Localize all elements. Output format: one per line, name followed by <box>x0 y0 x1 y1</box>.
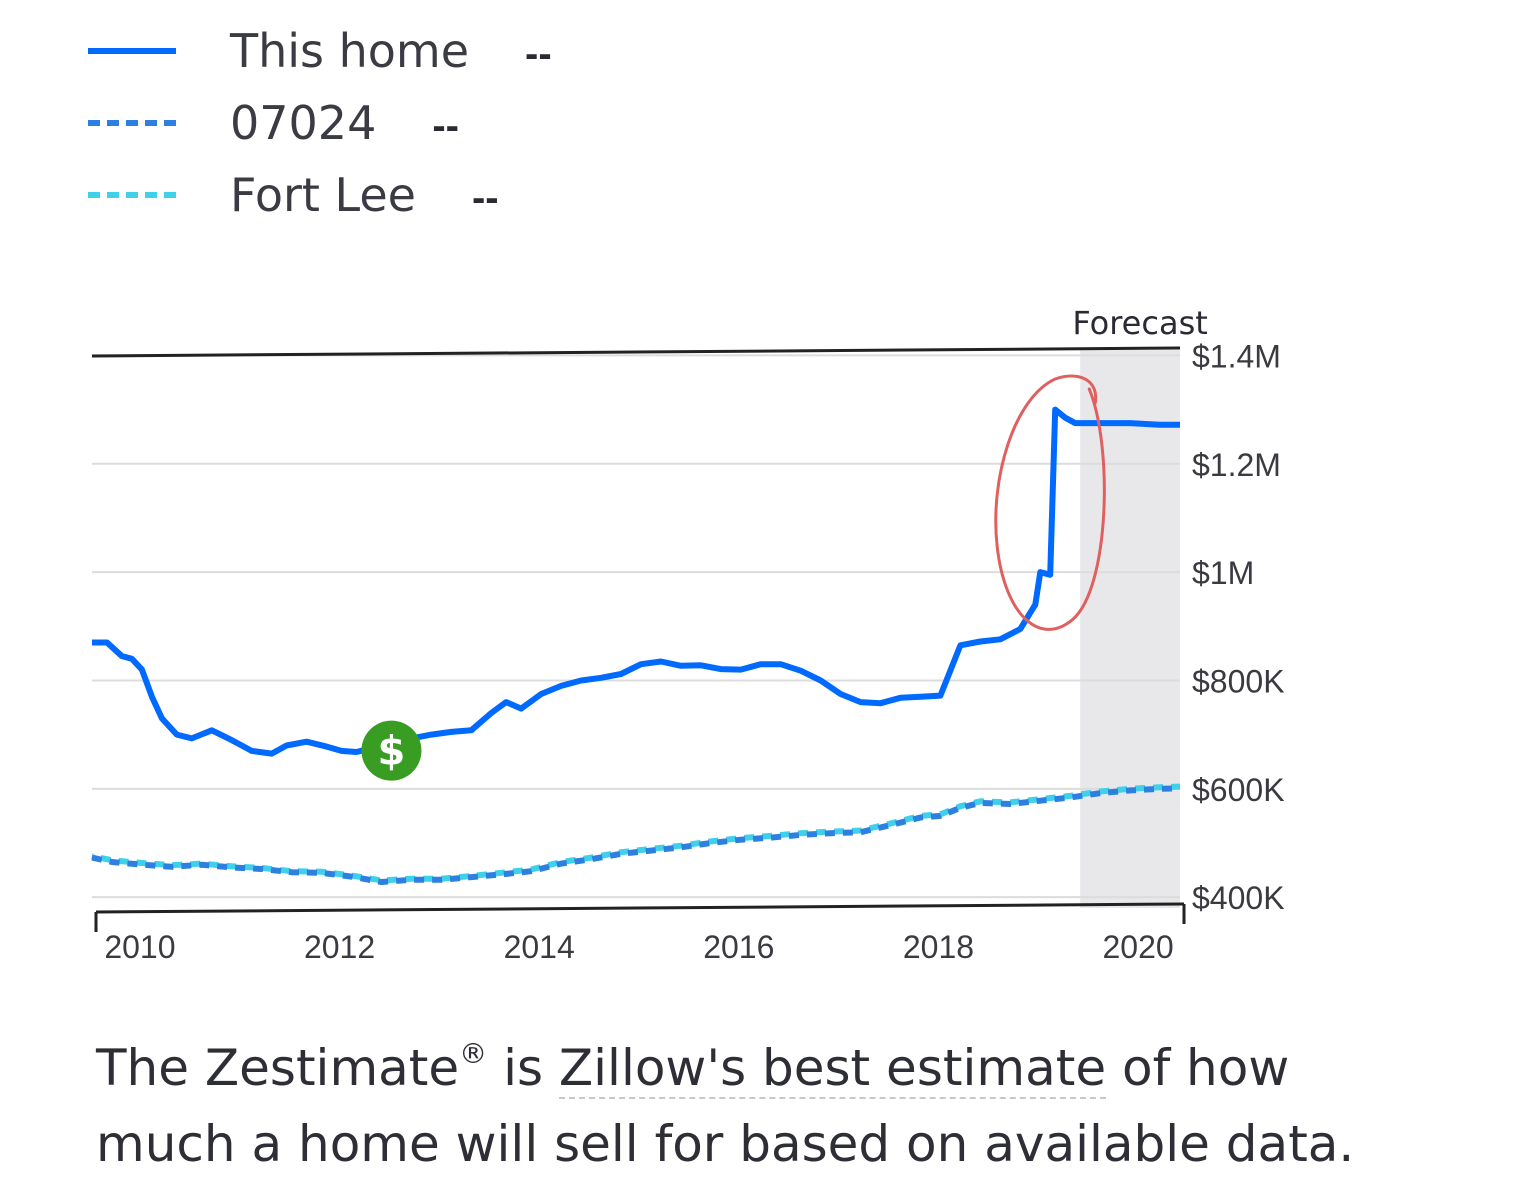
zestimate-description: The Zestimate® is Zillow's best estimate… <box>96 1030 1396 1182</box>
x-tick-label: 2016 <box>703 929 774 965</box>
legend-label-07024: 07024 -- <box>230 96 459 150</box>
legend-label-this-home: This home -- <box>230 24 552 78</box>
legend-item-fort-lee[interactable]: Fort Lee -- <box>88 162 688 234</box>
legend-item-this-home[interactable]: This home -- <box>88 18 688 90</box>
hand-drawn-circle-annotation <box>994 374 1106 631</box>
legend-value-fort-lee: -- <box>471 176 499 220</box>
series-line-07024 <box>91 785 1181 885</box>
zestimate-chart[interactable]: Forecast $400K $600K $800K $1M $1.2M $1.4M 201… <box>0 290 1400 990</box>
series-line-this-home <box>92 406 1180 757</box>
chart-top-border <box>91 346 1181 358</box>
legend-label-fort-lee: Fort Lee -- <box>230 168 499 222</box>
x-tick-label: 2014 <box>504 929 575 965</box>
legend-value-this-home: -- <box>525 32 552 76</box>
y-tick-label: $1.4M <box>1192 338 1281 374</box>
forecast-region <box>1080 350 1180 908</box>
legend-swatch-fort-lee <box>88 192 176 198</box>
y-tick-label: $800K <box>1192 663 1285 699</box>
x-tick-label: 2010 <box>104 929 175 965</box>
registered-mark: ® <box>459 1037 488 1070</box>
sale-marker: $ <box>361 720 422 781</box>
y-tick-label: $600K <box>1192 772 1285 808</box>
caption-suffix: of how much a home will sell for based o… <box>96 1039 1355 1173</box>
legend-swatch-07024 <box>88 120 176 126</box>
caption-mid: is <box>487 1039 559 1097</box>
forecast-label: Forecast <box>1072 304 1207 342</box>
y-tick-label: $1M <box>1192 555 1254 591</box>
zestimate-link[interactable]: Zillow's best estimate <box>558 1039 1107 1099</box>
x-tick-label: 2018 <box>903 929 974 965</box>
dollar-sign-icon: $ <box>378 729 406 775</box>
x-tick-label: 2020 <box>1102 929 1173 965</box>
legend-item-07024[interactable]: 07024 -- <box>88 90 688 162</box>
chart-legend: This home -- 07024 -- Fort Lee -- <box>88 18 688 234</box>
caption-prefix: The Zestimate <box>96 1039 460 1097</box>
x-axis-line <box>95 902 1185 914</box>
y-tick-label: $400K <box>1192 880 1285 916</box>
legend-swatch-this-home <box>88 48 176 54</box>
y-tick-label: $1.2M <box>1192 447 1281 483</box>
dollar-marker-circle <box>361 720 422 781</box>
legend-value-07024: -- <box>432 104 459 148</box>
x-tick-label: 2012 <box>304 929 375 965</box>
